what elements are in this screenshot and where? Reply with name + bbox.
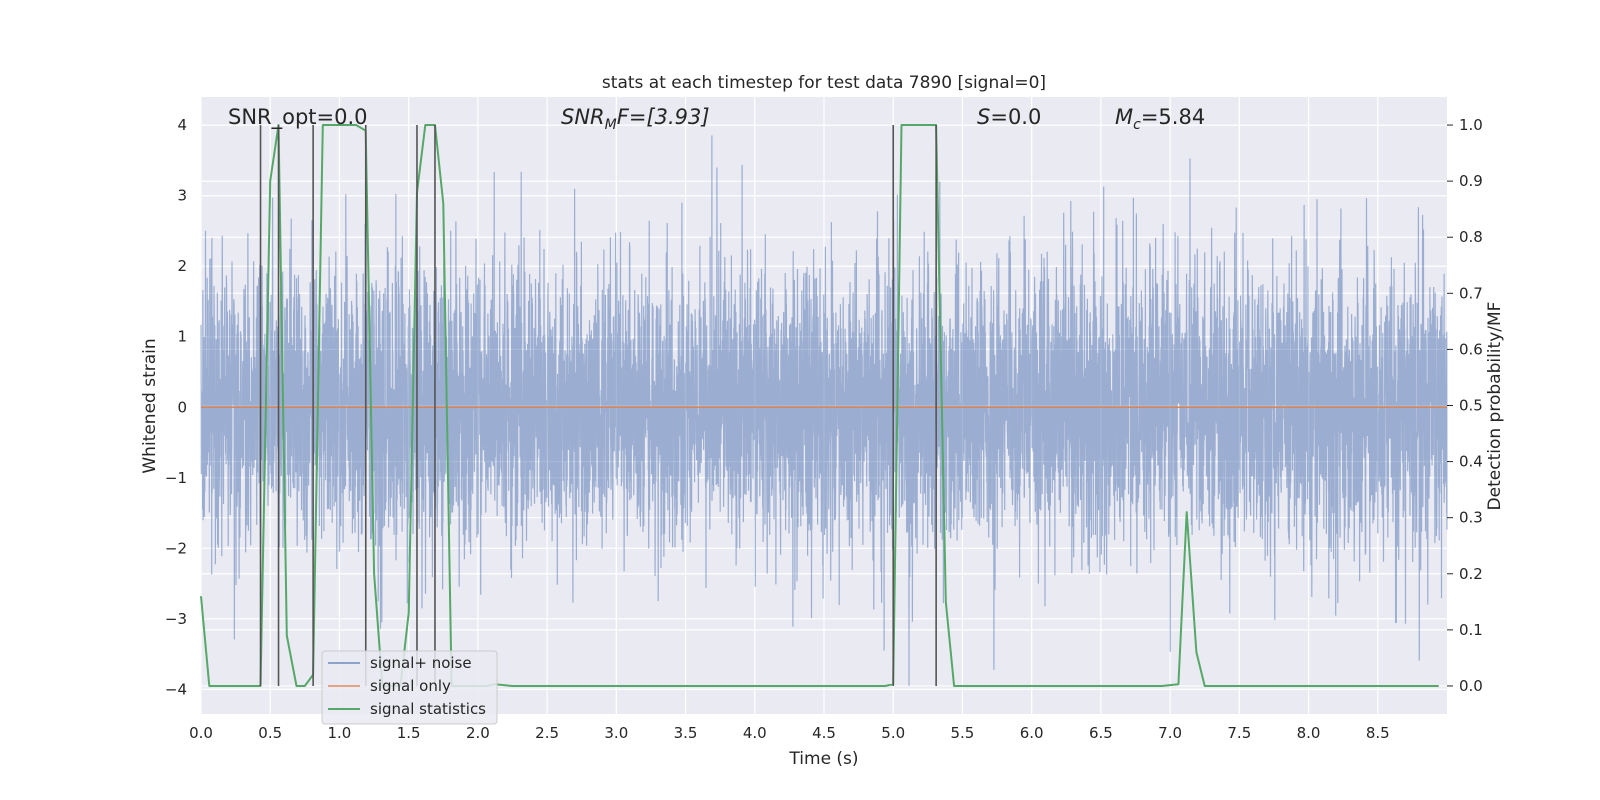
x-tick-label: 2.5 bbox=[535, 724, 559, 742]
y-left-tick-label: −3 bbox=[165, 610, 187, 628]
vertical-markers bbox=[259, 125, 937, 686]
chart-title: stats at each timestep for test data 789… bbox=[602, 73, 1046, 93]
legend-box bbox=[321, 650, 498, 725]
annotation-snr-mf-sub: M bbox=[605, 117, 617, 133]
y-right-tick-label: 0.5 bbox=[1459, 397, 1483, 415]
y-right-tick-label: 0.9 bbox=[1459, 172, 1483, 190]
x-tick-label: 6.0 bbox=[1020, 724, 1044, 742]
legend: signal+ noise signal only signal statist… bbox=[321, 650, 498, 725]
y-left-tick-label: 2 bbox=[177, 257, 187, 275]
annotation-mc: Mc=5.84 bbox=[1115, 105, 1205, 133]
x-tick-label: 7.5 bbox=[1227, 724, 1251, 742]
legend-label-signal-statistics: signal statistics bbox=[370, 700, 486, 718]
x-axis-label: Time (s) bbox=[788, 749, 858, 769]
annotation-s: S=0.0 bbox=[977, 105, 1041, 129]
y-right-tick-label: 0.3 bbox=[1459, 509, 1483, 527]
y-right-tick-label: 0.4 bbox=[1459, 453, 1483, 471]
y-left-tick-label: 4 bbox=[177, 116, 187, 134]
annotation-snr-mf-main: SNR bbox=[561, 105, 605, 129]
y-axis-label-left: Whitened strain bbox=[140, 338, 160, 473]
annotations: SNR_opt=0.0 SNRMF=[3.93] S=0.0 Mc=5.84 bbox=[228, 105, 1205, 133]
x-tick-label: 1.5 bbox=[397, 724, 421, 742]
y-left-tick-label: −2 bbox=[165, 539, 187, 557]
y-right-tick-label: 0.6 bbox=[1459, 340, 1483, 358]
annotation-s-tail: =0.0 bbox=[990, 105, 1041, 129]
x-tick-label: 4.0 bbox=[743, 724, 767, 742]
y-left-tick-label: 1 bbox=[177, 328, 187, 346]
annotation-mc-tail: =5.84 bbox=[1141, 105, 1205, 129]
x-tick-label: 7.0 bbox=[1158, 724, 1182, 742]
axis-ticks: 0.0 0.5 1.0 1.5 2.0 2.5 3.0 3.5 4.0 4.5 5.0 5.5 6.0 6… bbox=[165, 116, 1483, 742]
annotation-snr-mf-tail: F=[3.93] bbox=[617, 105, 710, 129]
x-tick-label: 2.0 bbox=[466, 724, 490, 742]
y-right-tick-label: 0.0 bbox=[1459, 677, 1483, 695]
x-tick-label: 3.5 bbox=[674, 724, 698, 742]
x-tick-label: 5.0 bbox=[881, 724, 905, 742]
x-tick-label: 8.5 bbox=[1366, 724, 1390, 742]
y-right-tick-label: 0.1 bbox=[1459, 621, 1483, 639]
annotation-snr-mf: SNRMF=[3.93] bbox=[561, 105, 710, 133]
x-tick-label: 0.5 bbox=[258, 724, 282, 742]
noise-trace bbox=[200, 135, 1448, 686]
x-tick-label: 4.5 bbox=[812, 724, 836, 742]
y-left-tick-label: 0 bbox=[177, 398, 187, 416]
series-signal-plus-noise bbox=[200, 135, 1448, 686]
x-tick-label: 8.0 bbox=[1297, 724, 1321, 742]
legend-label-signal-plus-noise: signal+ noise bbox=[370, 654, 472, 672]
y-right-tick-label: 0.2 bbox=[1459, 565, 1483, 583]
y-right-tick-label: 0.8 bbox=[1459, 228, 1483, 246]
annotation-mc-main: M bbox=[1115, 105, 1133, 129]
y-left-tick-label: 3 bbox=[177, 187, 187, 205]
x-tick-label: 1.0 bbox=[328, 724, 352, 742]
x-tick-label: 0.0 bbox=[189, 724, 213, 742]
y-left-tick-label: −4 bbox=[165, 680, 187, 698]
x-tick-label: 5.5 bbox=[951, 724, 975, 742]
y-left-tick-label: −1 bbox=[165, 469, 187, 487]
y-axis-label-right: Detection probability/MF bbox=[1485, 302, 1505, 511]
x-tick-label: 6.5 bbox=[1089, 724, 1113, 742]
x-tick-label: 3.0 bbox=[604, 724, 628, 742]
annotation-s-main: S bbox=[977, 105, 990, 129]
annotation-mc-sub: c bbox=[1133, 117, 1141, 133]
annotation-snr-opt: SNR_opt=0.0 bbox=[228, 105, 368, 130]
y-right-tick-label: 1.0 bbox=[1459, 116, 1483, 134]
y-right-tick-label: 0.7 bbox=[1459, 284, 1483, 302]
legend-label-signal-only: signal only bbox=[370, 677, 451, 695]
